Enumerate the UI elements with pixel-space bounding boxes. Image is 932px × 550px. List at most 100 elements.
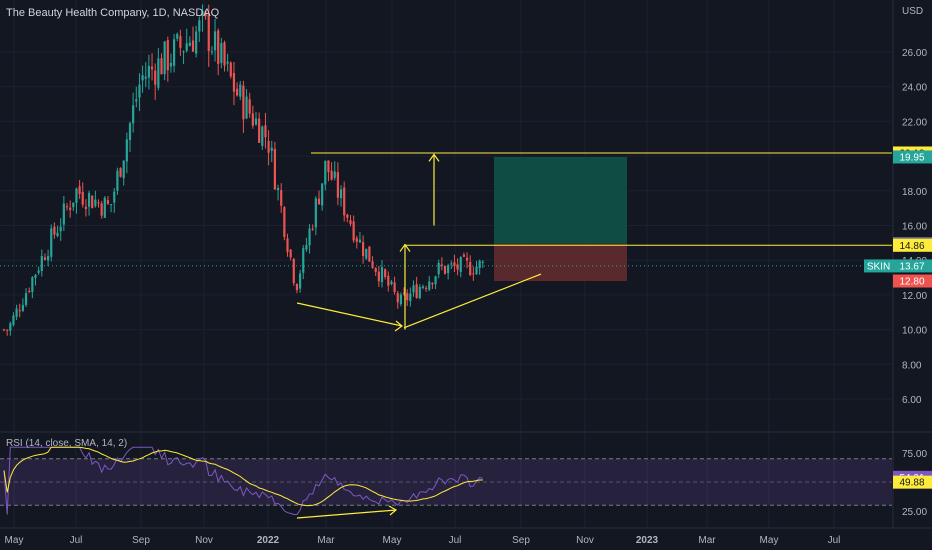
candle-body [53, 226, 56, 235]
rsi-sma-line [3, 446, 483, 507]
candle-body [406, 293, 409, 301]
candle-body [358, 239, 362, 243]
loss-zone [494, 243, 627, 282]
candle-body [163, 41, 166, 75]
candle-body [245, 96, 248, 119]
candle-body [447, 265, 450, 274]
candle-body [43, 257, 47, 260]
candle-body [84, 206, 87, 210]
candle-body [147, 66, 150, 78]
candle-body [371, 261, 374, 268]
price-tick-label: 22.00 [902, 117, 927, 128]
candle-body [324, 160, 327, 185]
candle-body [365, 248, 368, 259]
candle-body [94, 199, 97, 207]
candle-body [6, 329, 9, 331]
candle-body [229, 62, 232, 77]
candle-body [384, 269, 387, 277]
candle-body [248, 99, 251, 114]
candle-body [311, 228, 314, 230]
candle-body [160, 58, 163, 75]
rsi-tick-label: 75.00 [902, 449, 927, 460]
candle-body [475, 266, 478, 275]
time-tick-label: 2022 [257, 535, 280, 546]
price-label: 19.95 [899, 153, 924, 164]
candle-body [346, 214, 349, 218]
candle-body [374, 267, 377, 272]
time-tick-label: Sep [132, 535, 150, 546]
candle-body [472, 273, 475, 275]
candle-body [75, 188, 78, 203]
price-tick-label: 6.00 [902, 395, 922, 406]
price-label-box [893, 274, 932, 288]
candle-body [239, 84, 242, 97]
candle-body [343, 187, 346, 216]
rsi-divergence-arrowhead [388, 505, 398, 516]
candle-body [242, 85, 245, 120]
breakout-arrow-head [399, 243, 411, 252]
candle-body [289, 249, 292, 258]
candle-body [349, 220, 352, 225]
time-tick-label: Jul [449, 535, 462, 546]
candle-body [440, 264, 443, 266]
candle-body [188, 42, 191, 46]
candle-body [28, 290, 31, 292]
candle-body [355, 238, 358, 242]
divergence-price-line [296, 302, 403, 327]
candle-body [100, 203, 103, 216]
rsi-indicator-label[interactable]: RSI (14, close, SMA, 14, 2) [6, 438, 127, 449]
time-tick-label: May [760, 535, 779, 546]
candle-body [15, 308, 18, 317]
candle-body [412, 285, 415, 293]
candle-body [198, 20, 201, 32]
candle-body [333, 171, 336, 178]
candle-body [226, 61, 229, 64]
time-tick-label: Nov [576, 535, 594, 546]
axes: May Jul Sep Nov 2022 Mar May Jul Sep Nov 2023 Mar Ma… [5, 48, 932, 546]
candle-body [261, 126, 264, 146]
candle-body [141, 75, 144, 81]
candle-body [195, 31, 198, 54]
candle-body [377, 271, 380, 282]
candle-body [336, 172, 339, 198]
candle-body [182, 51, 185, 53]
candle-body [251, 113, 254, 126]
price-tick-label: 8.00 [902, 360, 922, 371]
candle-body [113, 191, 116, 203]
time-tick-label: Mar [698, 535, 716, 546]
candle-body [12, 315, 15, 325]
candle-body [299, 273, 302, 289]
symbol-badge: SKIN [867, 262, 890, 273]
candle-body [78, 186, 81, 194]
candle-body [210, 51, 213, 53]
price-tick-label: 10.00 [902, 326, 927, 337]
candle-body [295, 283, 299, 291]
candle-body [176, 33, 179, 39]
candle-body [362, 242, 365, 256]
candle-body [87, 193, 91, 207]
candle-body [368, 246, 371, 262]
divergence-price-arrowhead [394, 320, 403, 332]
candle-body [450, 263, 453, 265]
candle-body [69, 207, 72, 210]
candle-body [47, 255, 50, 261]
candle-body [97, 202, 100, 204]
candle-body [220, 43, 223, 64]
rsi-sma-value-label-box [893, 475, 932, 489]
currency-label: USD [902, 6, 923, 17]
candle-body [327, 160, 330, 173]
candle-body [393, 282, 396, 293]
candle-body [456, 264, 459, 270]
candle-body [425, 287, 428, 289]
price-tick-label: 16.00 [902, 222, 927, 233]
candle-body [106, 200, 110, 204]
candle-body [40, 256, 43, 272]
candle-body [150, 66, 154, 70]
candle-body [465, 257, 469, 261]
candle-body [453, 262, 456, 267]
candle-body [352, 221, 355, 241]
time-tick-label: Sep [512, 535, 530, 546]
candle-body [21, 305, 24, 311]
